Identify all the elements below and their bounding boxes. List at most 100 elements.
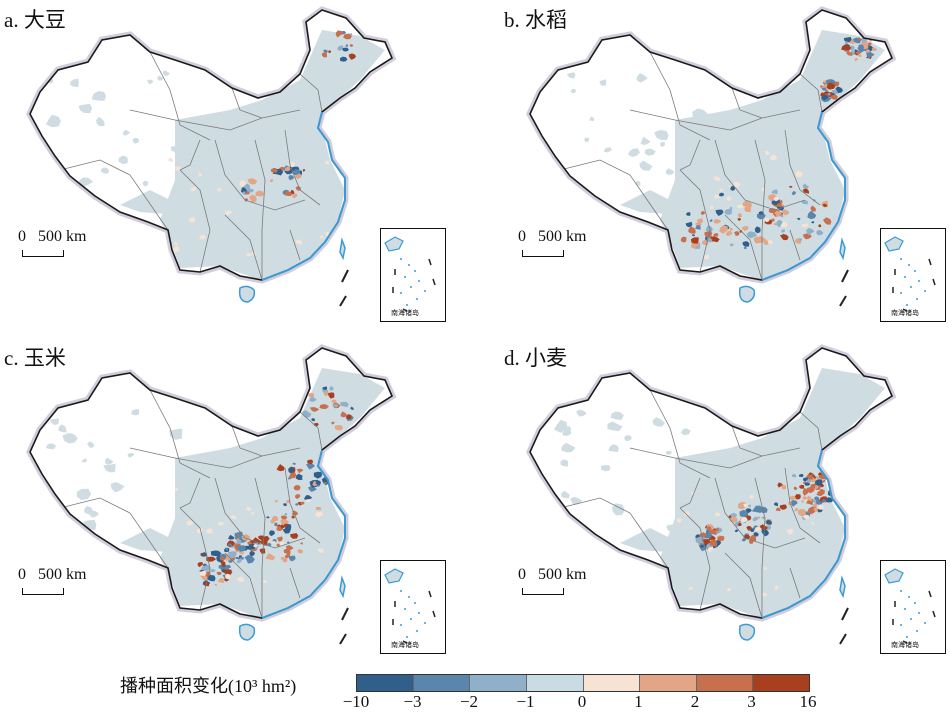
change-patch <box>249 194 257 203</box>
change-patch <box>323 391 330 397</box>
change-patch <box>288 466 295 473</box>
province-boundary <box>289 567 301 599</box>
change-patch <box>554 419 568 433</box>
change-patch <box>280 515 288 520</box>
change-patch <box>551 174 560 180</box>
change-patch <box>789 495 797 501</box>
south-china-sea-inset: 南海诸岛 <box>380 228 446 322</box>
inset-island <box>414 602 416 604</box>
panel-rice: b. 水稻 0 500 km 南海诸岛 <box>500 0 950 330</box>
panel-maize: c. 玉米 0 500 km 南海诸岛 <box>0 338 460 668</box>
change-patch <box>654 129 669 141</box>
coastline <box>261 449 346 619</box>
change-patch <box>283 503 287 507</box>
change-patch <box>306 462 315 470</box>
change-patch <box>269 179 273 183</box>
change-patch <box>847 52 853 56</box>
change-patch <box>752 516 759 522</box>
change-patch <box>773 196 780 202</box>
change-patch <box>76 488 92 500</box>
sea-boundary-dash <box>339 633 347 645</box>
change-patch <box>323 482 328 485</box>
change-patch <box>692 108 709 120</box>
change-patch <box>692 234 696 237</box>
change-patch <box>280 556 285 561</box>
change-patch <box>717 536 725 541</box>
change-patch <box>781 229 786 233</box>
change-patch <box>105 457 114 465</box>
inset-island <box>408 264 410 266</box>
scale-bar: 0 500 km <box>518 566 586 596</box>
south-china-sea-inset: 南海诸岛 <box>880 228 946 322</box>
change-patch <box>210 569 216 573</box>
change-patch <box>315 480 321 485</box>
hainan-island <box>238 285 256 303</box>
province-boundary <box>754 477 766 618</box>
change-patch <box>795 170 803 178</box>
change-patch <box>550 180 562 191</box>
province-boundary <box>224 552 263 618</box>
change-patch <box>283 548 291 555</box>
change-patch <box>217 521 225 526</box>
change-patch <box>684 511 690 517</box>
legend-tick-label: −1 <box>516 692 535 711</box>
inset-map <box>384 568 436 644</box>
inset-island <box>410 286 412 288</box>
legend-swatch <box>640 675 697 691</box>
change-patch <box>74 79 79 85</box>
scale-line <box>522 250 564 257</box>
inset-island <box>408 596 410 598</box>
legend-tick-label: 16 <box>799 692 817 711</box>
change-patch <box>207 574 216 582</box>
change-patch <box>224 578 229 582</box>
inset-boundary-dash <box>428 590 432 598</box>
change-patch <box>180 515 187 521</box>
scale-text: 0 500 km <box>18 228 87 245</box>
change-patch <box>835 86 843 94</box>
inset-island <box>900 590 902 592</box>
change-patch <box>740 516 748 523</box>
change-patch <box>249 550 255 557</box>
change-patch <box>709 219 713 222</box>
change-patch <box>865 49 871 53</box>
change-patch <box>550 166 560 173</box>
change-patch <box>236 558 242 564</box>
change-patch <box>295 239 303 245</box>
inset-island <box>910 618 912 620</box>
change-patch <box>197 562 204 568</box>
change-patch <box>810 483 816 490</box>
legend-title: 播种面积变化(10³ hm²) <box>120 676 297 696</box>
change-patch <box>737 218 741 221</box>
change-patch <box>607 421 623 432</box>
change-patch <box>325 160 330 165</box>
change-patch <box>132 138 140 144</box>
change-patch <box>64 524 72 530</box>
inset-island <box>908 596 910 598</box>
province-boundary <box>254 477 266 618</box>
change-patch <box>284 555 289 558</box>
province-boundary <box>649 51 711 141</box>
change-patch <box>322 386 328 390</box>
change-patch <box>244 554 255 564</box>
change-patch <box>737 502 747 509</box>
change-patch <box>284 191 293 197</box>
province-boundary <box>731 87 763 119</box>
legend-swatch <box>357 675 414 691</box>
panel-soybean: a. 大豆 0 500 km 南海诸岛 <box>0 0 460 330</box>
change-patch <box>263 579 268 583</box>
inset-island <box>914 602 916 604</box>
change-patch <box>100 167 110 174</box>
change-patch <box>639 160 653 171</box>
change-patch <box>270 168 278 173</box>
change-patch <box>334 425 344 431</box>
scale-text: 0 500 km <box>518 228 587 245</box>
change-patch <box>849 45 855 51</box>
change-patch <box>257 535 265 540</box>
sea-boundary-dash <box>339 295 347 307</box>
change-patch <box>189 186 197 192</box>
change-patch <box>719 188 724 192</box>
province-boundary <box>679 139 701 171</box>
change-patch <box>589 116 595 121</box>
inset-island <box>900 258 902 260</box>
change-patch <box>707 546 714 553</box>
